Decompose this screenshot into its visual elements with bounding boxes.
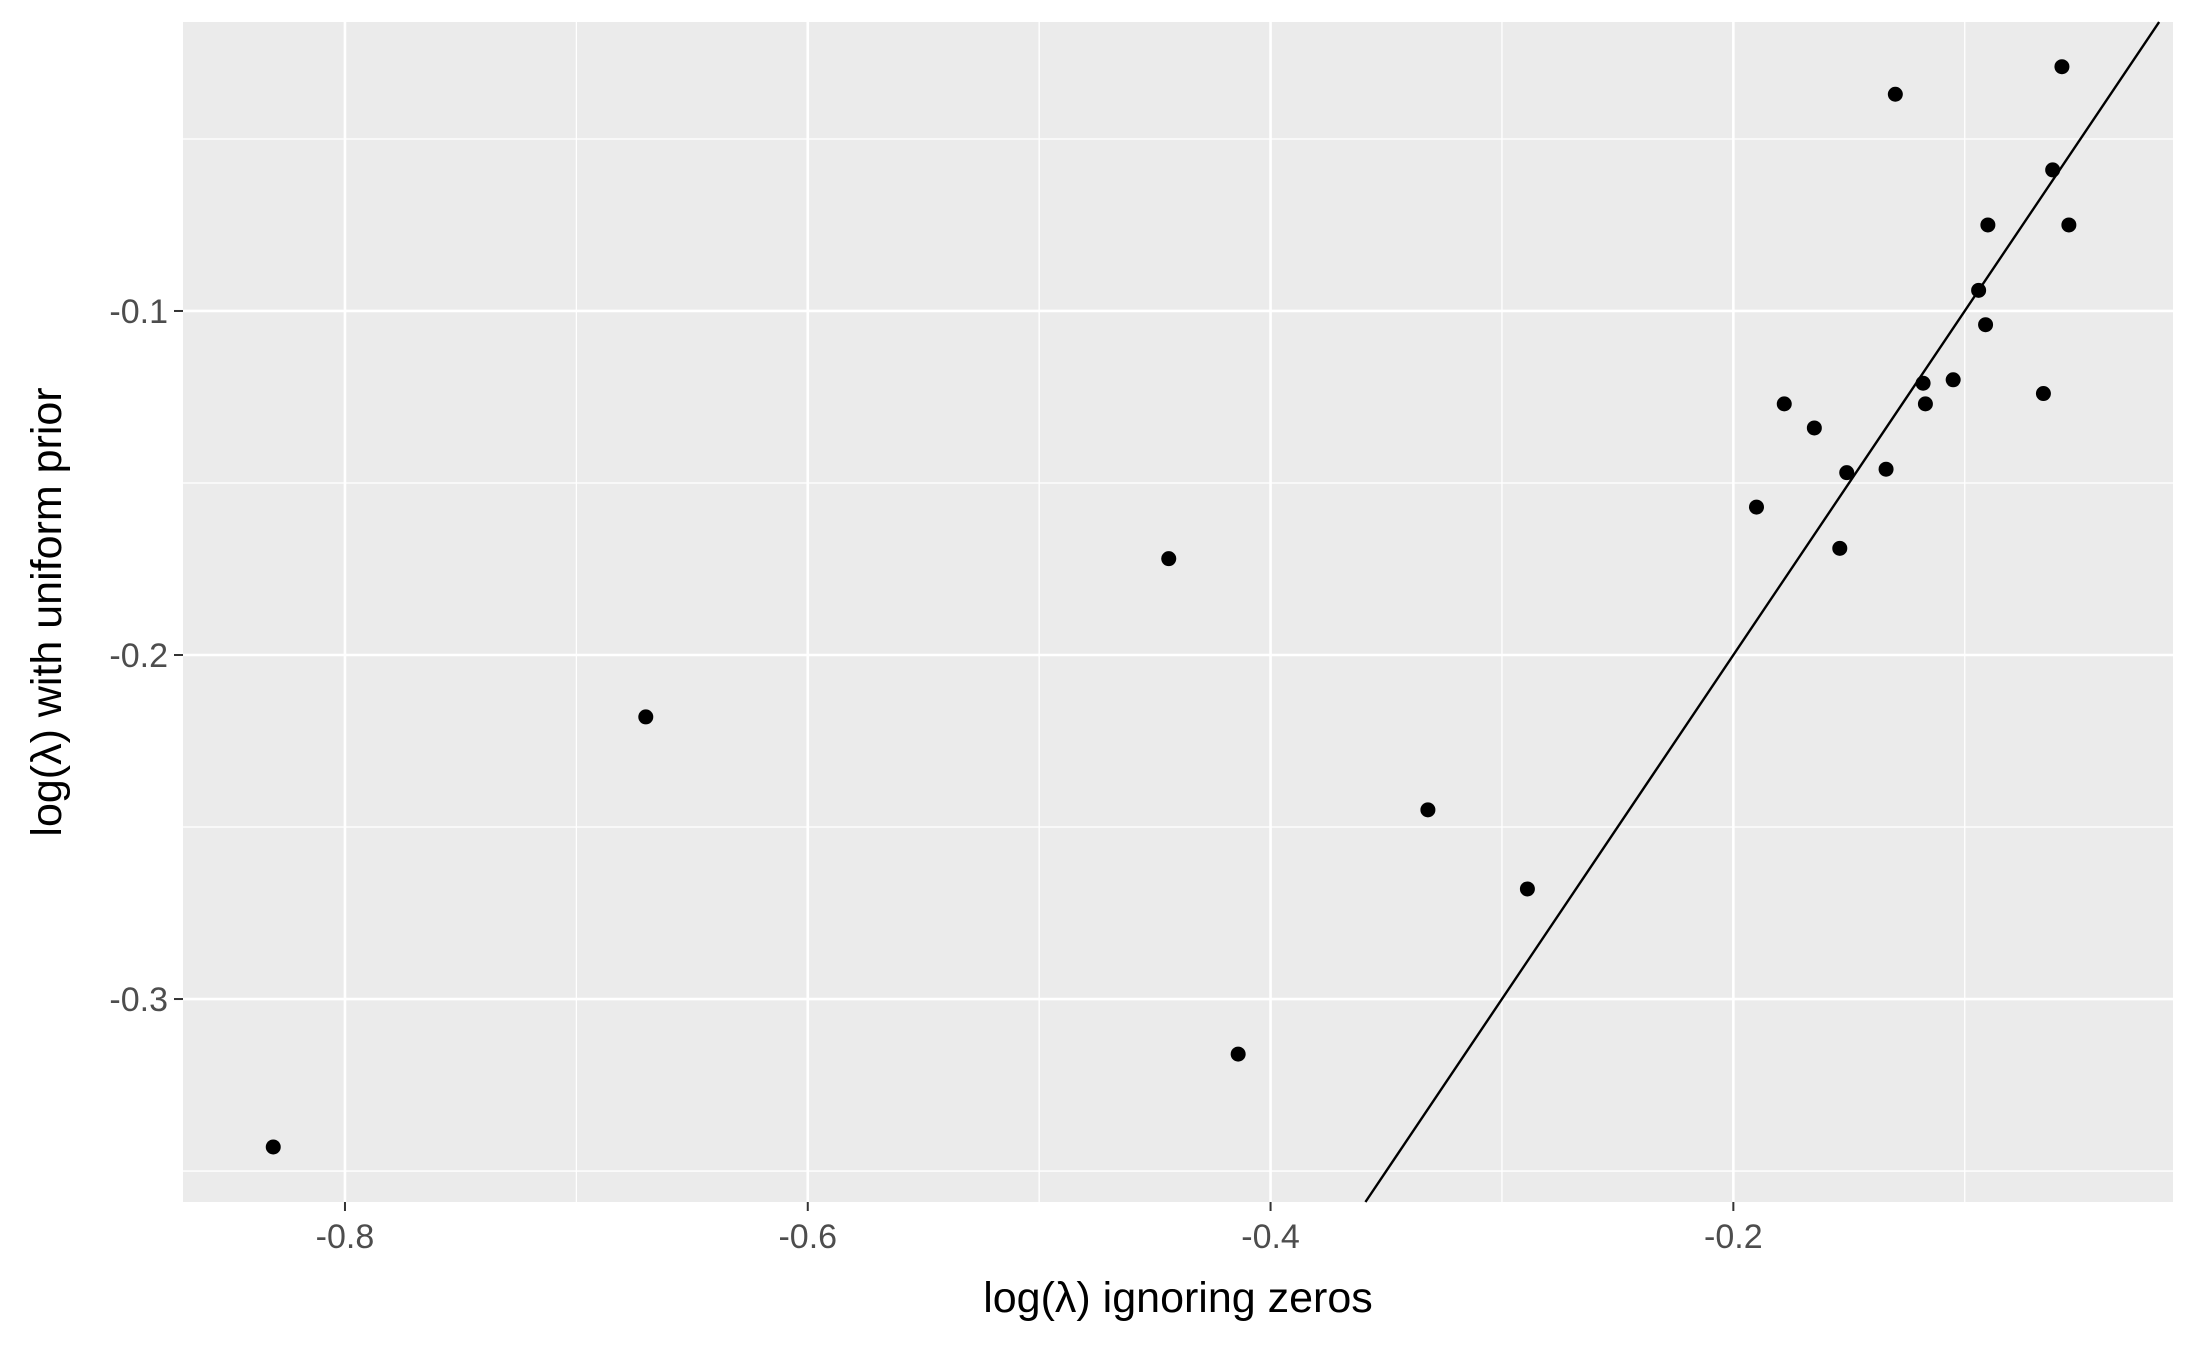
y-tick-label: -0.1: [109, 293, 168, 331]
x-axis: -0.8 -0.6 -0.4 -0.2: [316, 1202, 1763, 1256]
reference-line: [1364, 21, 2161, 1203]
data-point: [2045, 162, 2061, 178]
y-axis-title: log(λ) with uniform prior: [23, 387, 71, 836]
data-point: [1915, 375, 1931, 391]
x-tick-label: -0.2: [1704, 1218, 1763, 1256]
data-point: [1887, 86, 1903, 102]
minor-gridlines: [183, 22, 2173, 1202]
data-point: [1519, 881, 1535, 897]
x-tick-label: -0.4: [1241, 1218, 1300, 1256]
data-point: [2061, 217, 2077, 233]
data-point: [1806, 420, 1822, 436]
data-point: [1917, 396, 1933, 412]
reference-line-layer: [1364, 21, 2161, 1203]
y-tick-label: -0.3: [109, 981, 168, 1019]
data-point: [1230, 1046, 1246, 1062]
data-points: [265, 59, 2077, 1155]
data-point: [638, 709, 654, 725]
major-gridlines: [183, 22, 2173, 1202]
data-point: [265, 1139, 281, 1155]
y-axis: -0.3 -0.2 -0.1: [109, 293, 183, 1019]
data-point: [1161, 551, 1177, 567]
x-tick-label: -0.6: [778, 1218, 837, 1256]
data-point: [2035, 386, 2051, 402]
x-tick-label: -0.8: [316, 1218, 375, 1256]
data-point: [1878, 461, 1894, 477]
data-point: [2054, 59, 2070, 75]
data-point: [1839, 465, 1855, 481]
data-point: [1748, 499, 1764, 515]
plot-panel: [183, 22, 2173, 1202]
data-point: [1971, 282, 1987, 298]
data-point: [1945, 372, 1961, 388]
data-point: [1420, 802, 1436, 818]
data-point: [1776, 396, 1792, 412]
data-point: [1980, 217, 1996, 233]
x-axis-title: log(λ) ignoring zeros: [983, 1274, 1373, 1322]
data-point: [1832, 540, 1848, 556]
y-tick-label: -0.2: [109, 637, 168, 675]
data-point: [1978, 317, 1994, 333]
